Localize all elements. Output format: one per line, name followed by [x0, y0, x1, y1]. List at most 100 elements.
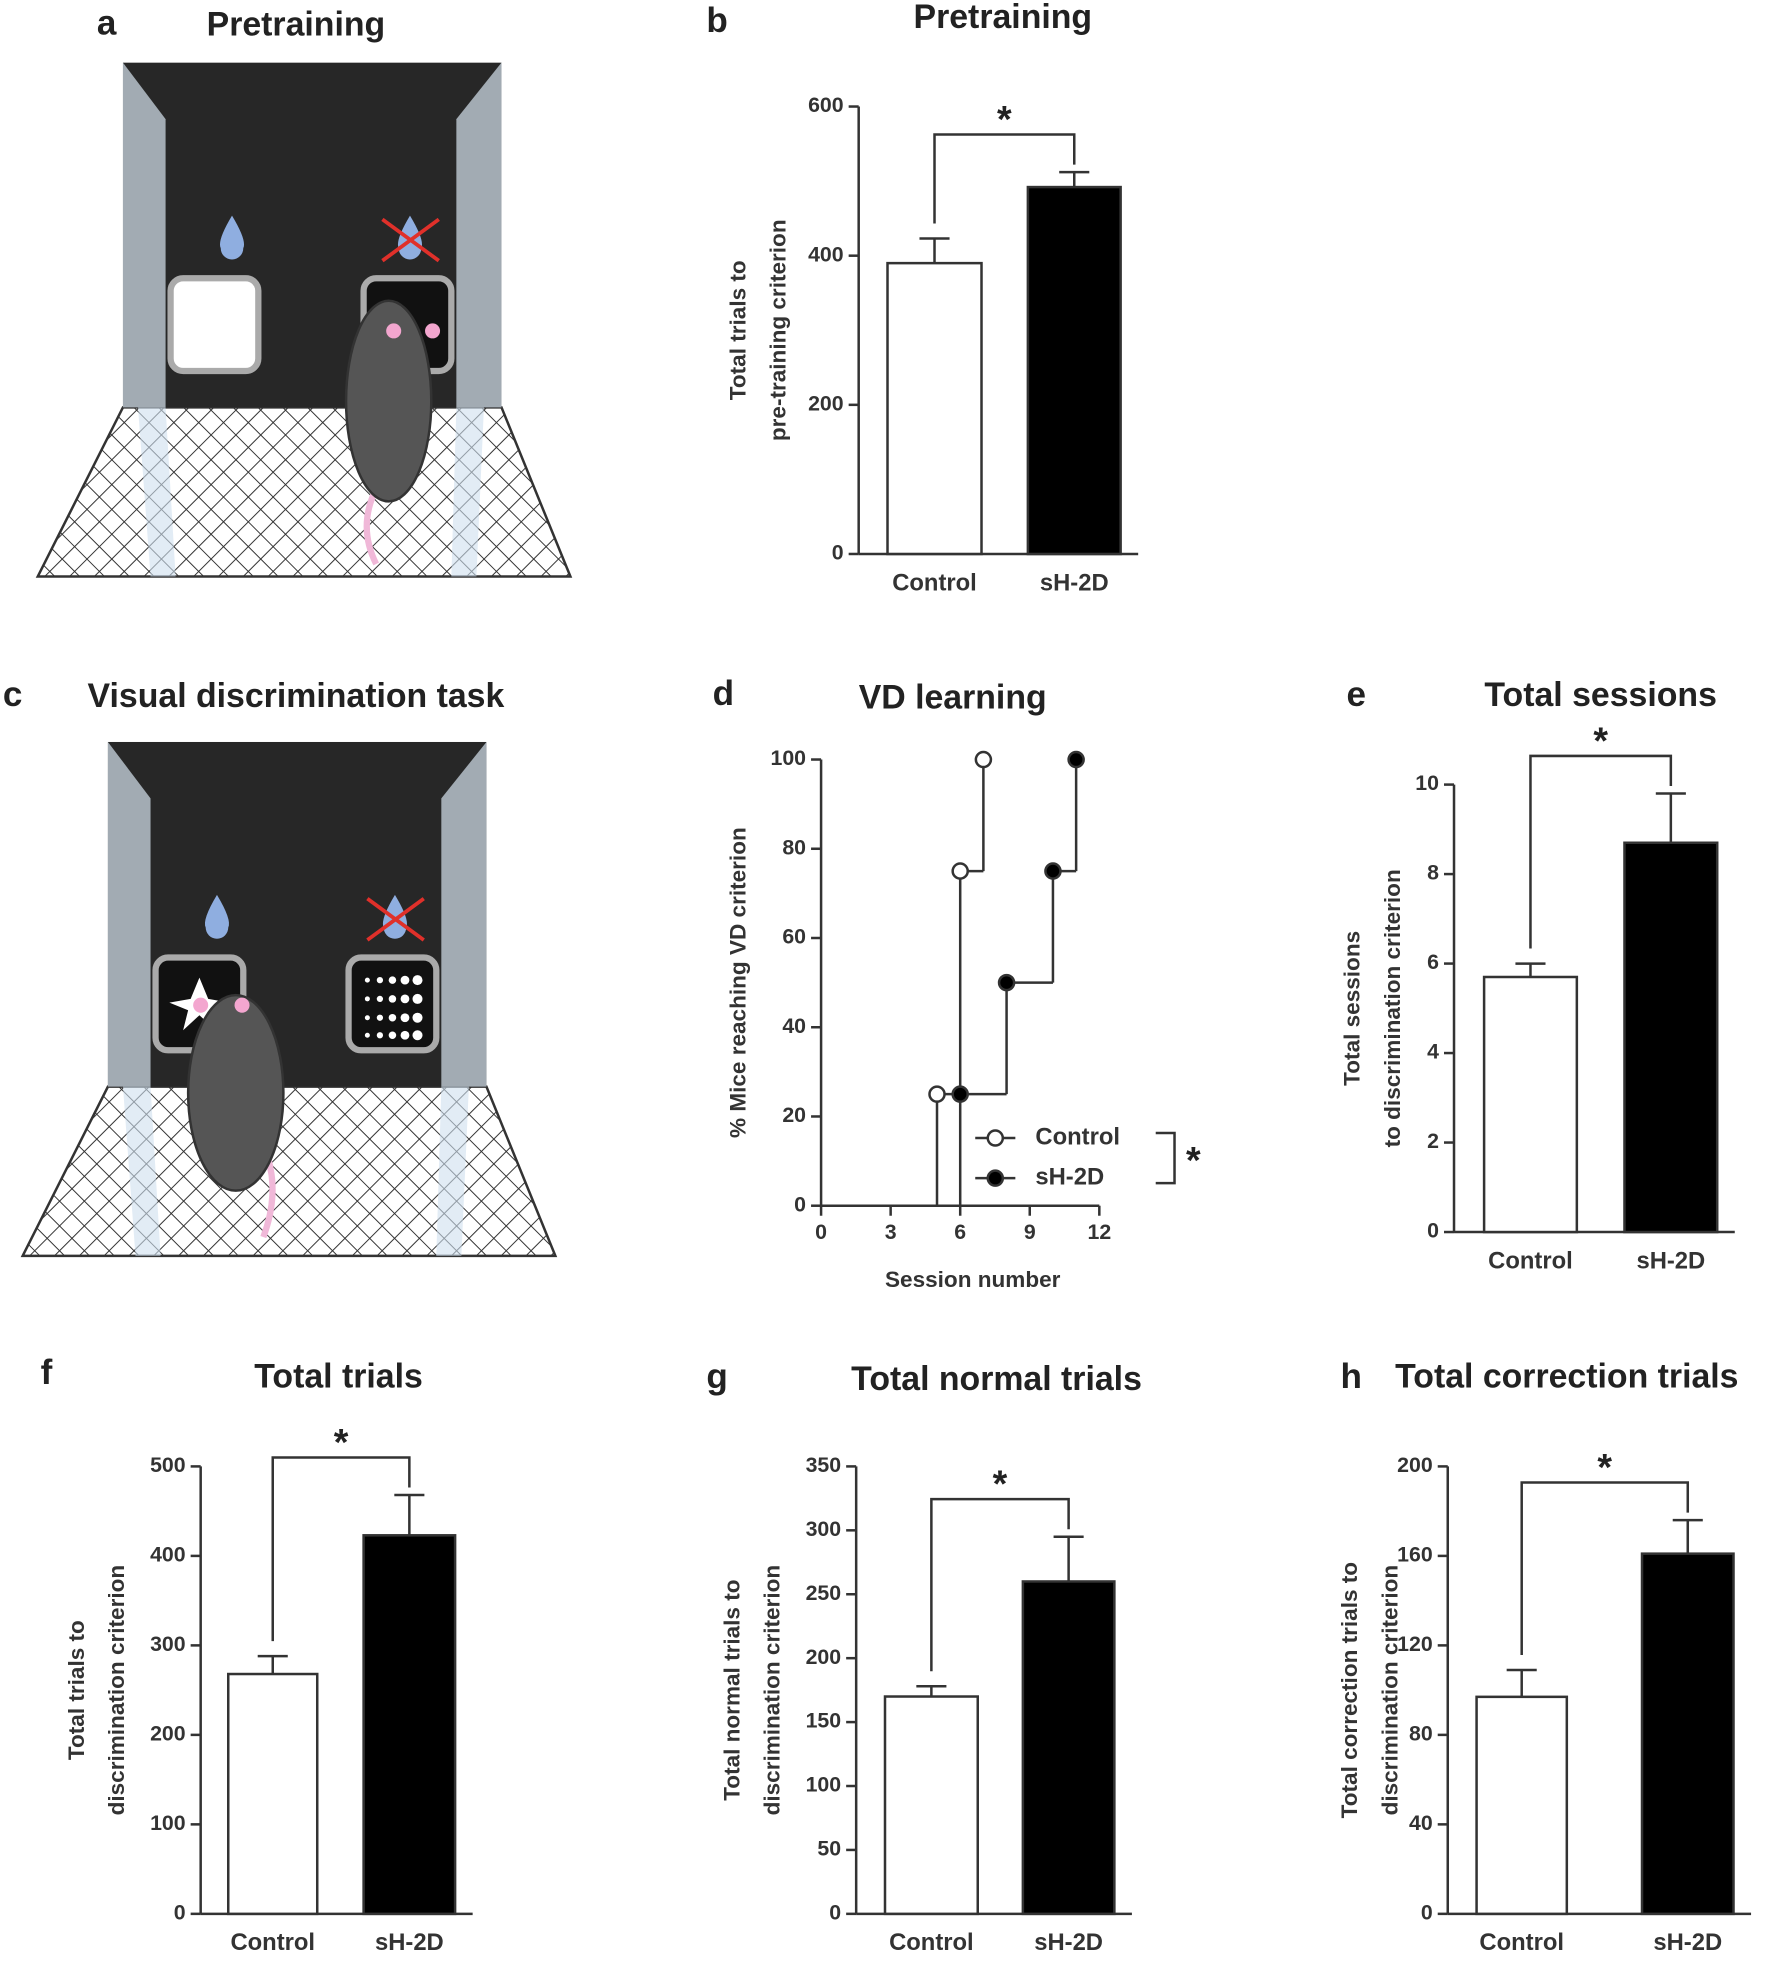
x-tick-label: 0 — [815, 1220, 827, 1244]
significance-marker: * — [993, 1463, 1008, 1505]
x-tick-label: 3 — [885, 1220, 897, 1244]
legend-label: Control — [1035, 1123, 1120, 1150]
y-tick-label: 500 — [150, 1453, 186, 1477]
y-tick-label: 200 — [150, 1722, 186, 1746]
significance-marker: * — [1597, 1446, 1612, 1488]
panel-title: Visual discrimination task — [88, 677, 505, 715]
y-tick-label: 0 — [829, 1900, 841, 1924]
y-tick-label: 200 — [808, 391, 844, 415]
y-tick-label: 0 — [1427, 1219, 1439, 1243]
x-tick-label: sH-2D — [1636, 1247, 1705, 1274]
y-tick-label: 200 — [1397, 1453, 1433, 1477]
y-tick-label: 160 — [1397, 1543, 1433, 1567]
chart-title: Total correction trials — [1395, 1358, 1738, 1396]
bar — [886, 261, 983, 556]
y-tick-label: 400 — [150, 1543, 186, 1567]
point — [997, 973, 1016, 992]
x-tick-label: Control — [892, 569, 977, 596]
chamber-illustration — [20, 741, 558, 1258]
x-tick-label: 9 — [1024, 1220, 1036, 1244]
y-tick-label: 350 — [806, 1453, 842, 1477]
chart-title: Total sessions — [1484, 676, 1717, 714]
significance-bracket — [271, 1456, 411, 1642]
y-tick-label: 4 — [1427, 1040, 1439, 1064]
y-tick-label: 150 — [806, 1709, 842, 1733]
y-tick-label: 0 — [174, 1900, 186, 1924]
bar — [1623, 841, 1719, 1234]
chart-title: VD learning — [859, 678, 1047, 716]
panel-title: Pretraining — [207, 5, 386, 43]
point — [951, 862, 969, 880]
bar — [883, 1695, 980, 1916]
y-axis-label: Total trials to — [726, 260, 751, 400]
y-tick-label: 40 — [782, 1014, 806, 1038]
x-axis-label: Session number — [885, 1267, 1061, 1292]
y-tick-label: 400 — [808, 242, 844, 266]
significance-bracket — [930, 1497, 1070, 1672]
x-tick-label: Control — [889, 1929, 974, 1956]
bar — [1021, 1580, 1116, 1916]
x-tick-label: sH-2D — [1040, 569, 1109, 596]
significance-bracket — [1520, 1481, 1690, 1655]
y-tick-label: 50 — [817, 1837, 841, 1861]
panel-label: e — [1346, 675, 1366, 714]
x-tick-label: Control — [230, 1929, 315, 1956]
x-tick-label: Control — [1479, 1929, 1564, 1956]
panel-label: f — [41, 1353, 53, 1392]
y-tick-label: 100 — [806, 1773, 842, 1797]
significance-bracket — [1529, 754, 1673, 949]
bar — [1026, 185, 1122, 556]
x-tick-label: 12 — [1087, 1220, 1111, 1244]
y-tick-label: 80 — [1409, 1722, 1433, 1746]
significance-marker: * — [1593, 719, 1608, 761]
significance-bracket — [933, 133, 1076, 224]
x-tick-label: sH-2D — [1034, 1929, 1103, 1956]
panel-label: g — [706, 1357, 727, 1396]
y-tick-label: 60 — [782, 925, 806, 949]
y-tick-label: 300 — [150, 1632, 186, 1656]
bar — [1640, 1552, 1735, 1916]
y-axis-label: discrimination criterion — [1377, 1565, 1402, 1816]
y-axis-label: discrimination criterion — [759, 1565, 784, 1816]
panel-label: c — [3, 675, 23, 714]
y-tick-label: 300 — [806, 1517, 842, 1541]
panel-label: h — [1341, 1357, 1362, 1396]
point — [1044, 862, 1062, 880]
y-tick-label: 20 — [782, 1103, 806, 1127]
bar — [1482, 975, 1579, 1234]
legend-label: sH-2D — [1035, 1163, 1104, 1190]
y-axis-label: Total sessions — [1340, 931, 1365, 1086]
y-axis-label: % Mice reaching VD criterion — [726, 827, 751, 1138]
x-tick-label: Control — [1488, 1247, 1573, 1274]
chart-title: Pretraining — [914, 0, 1093, 36]
significance-marker: * — [334, 1421, 349, 1463]
panel-label: a — [97, 3, 117, 42]
y-axis-label: Total correction trials to — [1337, 1562, 1362, 1818]
y-tick-label: 0 — [1421, 1900, 1433, 1924]
y-tick-label: 100 — [150, 1811, 186, 1835]
significance-marker: * — [997, 98, 1012, 140]
significance-bracket — [1155, 1131, 1176, 1185]
y-axis-label: Total trials to — [64, 1620, 89, 1760]
point — [951, 1085, 969, 1103]
y-tick-label: 100 — [770, 746, 806, 770]
point — [1067, 750, 1085, 769]
y-tick-label: 40 — [1409, 1811, 1433, 1835]
x-tick-label: 6 — [954, 1220, 966, 1244]
y-axis-label: to discrimination criterion — [1380, 869, 1405, 1147]
x-tick-label: sH-2D — [1653, 1929, 1722, 1956]
y-tick-label: 6 — [1427, 950, 1439, 974]
y-axis-label: Total normal trials to — [719, 1579, 744, 1800]
y-tick-label: 0 — [832, 541, 844, 565]
y-axis-label: pre-training criterion — [766, 219, 791, 441]
chart-title: Total normal trials — [851, 1360, 1142, 1398]
bar — [362, 1534, 457, 1916]
legend-marker — [986, 1129, 1005, 1147]
y-tick-label: 2 — [1427, 1129, 1439, 1153]
y-tick-label: 0 — [794, 1192, 806, 1216]
point — [974, 750, 993, 769]
significance-marker: * — [1186, 1139, 1201, 1181]
bar — [1475, 1695, 1569, 1916]
y-tick-label: 10 — [1415, 771, 1439, 795]
